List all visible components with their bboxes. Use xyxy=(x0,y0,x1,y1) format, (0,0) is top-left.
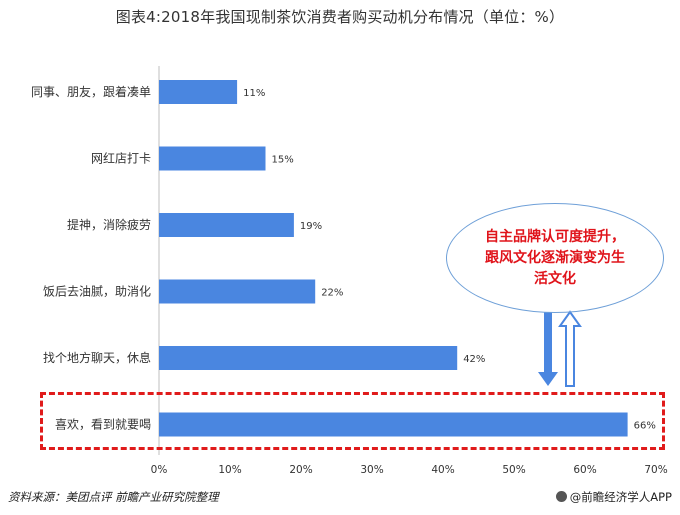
highlight-box xyxy=(40,392,665,450)
category-label: 饭后去油腻，助消化 xyxy=(43,285,151,299)
down-arrow-icon xyxy=(538,312,558,386)
x-tick-label: 50% xyxy=(502,464,525,476)
bar-value-label: 42% xyxy=(463,354,485,365)
chart-title: 图表4:2018年我国现制茶饮消费者购买动机分布情况（单位：%） xyxy=(115,8,565,26)
value-labels-group: 11% 15% 19% 22% 42% 66% xyxy=(243,88,656,432)
bar xyxy=(159,80,238,104)
bar-value-label: 19% xyxy=(300,221,322,232)
x-tick-label: 10% xyxy=(218,464,241,476)
brand-credit: @前瞻经济学人APP xyxy=(555,489,672,505)
callout-text: 自主品牌认可度提升，跟风文化逐渐演变为生活文化 xyxy=(485,228,625,287)
x-tick-label: 40% xyxy=(431,464,454,476)
callout-ellipse: 自主品牌认可度提升，跟风文化逐渐演变为生活文化 xyxy=(446,203,664,313)
x-tick-label: 30% xyxy=(360,464,383,476)
category-label: 找个地方聊天，休息 xyxy=(43,350,151,365)
category-labels-group: 同事、朋友，跟着凑单网红店打卡提神，消除疲劳饭后去油腻，助消化找个地方聊天，休息… xyxy=(31,84,151,432)
category-label: 网红店打卡 xyxy=(91,151,151,166)
bar-value-label: 15% xyxy=(272,155,294,166)
x-tick-label: 60% xyxy=(573,464,596,476)
brand-logo-icon xyxy=(555,491,567,502)
bar xyxy=(159,213,294,237)
bar xyxy=(159,412,628,437)
bar-value-label: 22% xyxy=(321,288,343,299)
bars-group xyxy=(159,80,628,437)
bar-value-label: 11% xyxy=(243,88,265,99)
x-tick-label: 70% xyxy=(644,464,667,476)
brand-text: @前瞻经济学人APP xyxy=(569,490,672,504)
callout-arrows xyxy=(538,310,582,387)
category-label: 喜欢，看到就要喝 xyxy=(55,417,151,432)
up-arrow-icon xyxy=(558,310,582,387)
category-label: 提神，消除疲劳 xyxy=(67,217,151,232)
bar xyxy=(159,146,266,171)
bar xyxy=(159,346,458,370)
category-label: 同事、朋友，跟着凑单 xyxy=(31,84,151,99)
bar-value-label: 66% xyxy=(634,421,656,432)
x-tick-label: 20% xyxy=(289,464,312,476)
bar xyxy=(159,279,316,304)
x-tick-labels-group: 0% 10% 20% 30% 40% 50% 60% 70% xyxy=(151,464,668,476)
x-tick-label: 0% xyxy=(151,464,168,476)
source-note: 资料来源：美团点评 前瞻产业研究院整理 xyxy=(8,490,219,504)
